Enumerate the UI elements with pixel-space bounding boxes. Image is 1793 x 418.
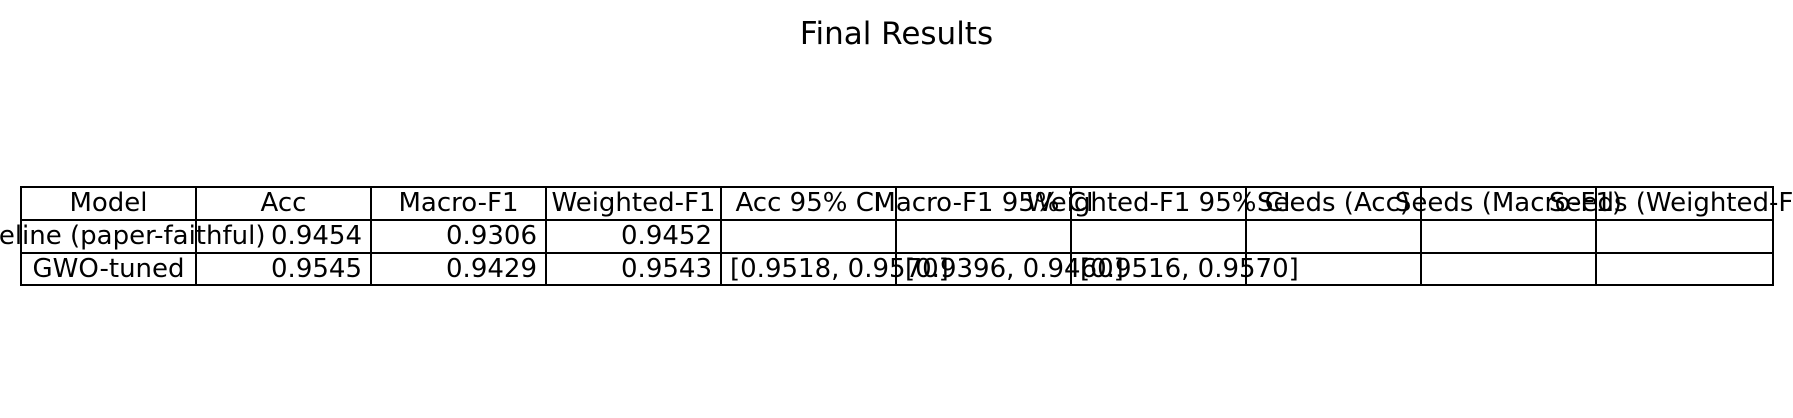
- chart-title: Final Results: [799, 16, 994, 52]
- cell-value: [0.9516, 0.9570]: [1080, 254, 1299, 284]
- cell-r1-col-weighted-f1: 0.9452: [547, 221, 722, 254]
- results-table: Model Acc Macro-F1 Weighted-F1 Acc 95% CI Mac…: [0, 186, 1793, 286]
- header-label: Weighted-F1 95% CI: [1026, 188, 1291, 218]
- cell-r1-col-weighted-f1-95-ci: [1072, 221, 1247, 254]
- header-label: Model: [69, 188, 148, 218]
- header-model: Model: [22, 188, 197, 221]
- header-acc-95-ci: Acc 95% CI: [722, 188, 897, 221]
- cell-r2-col-macro-f1-95-ci: [0.9396, 0.9460]: [897, 254, 1124, 284]
- cell-value: GWO-tuned: [32, 254, 185, 284]
- header-label: Seeds (Acc): [1256, 188, 1411, 218]
- cell-value: 0.9452: [621, 221, 712, 251]
- cell-value: 0.9429: [446, 254, 537, 284]
- cell-r1-col-acc-95-ci: [722, 221, 897, 254]
- cell-r1-col-seeds-acc: [1247, 221, 1422, 254]
- cell-value: 0.9306: [446, 221, 537, 251]
- cell-r2-col-seeds-weighted-f1: [1597, 254, 1772, 284]
- cell-r1-col-seeds-weighted-f1: [1597, 221, 1772, 254]
- header-label: Seeds (Weighted-F1): [1548, 188, 1793, 218]
- header-macro-f1-95-ci: Macro-F1 95% CI: [873, 188, 1094, 221]
- cell-value: 0.9543: [621, 254, 712, 284]
- header-weighted-f1: Weighted-F1: [547, 188, 722, 221]
- cell-r1-col-macro-f1: 0.9306: [372, 221, 547, 254]
- cell-r1-col-model: Baseline (paper-faithful): [0, 221, 265, 254]
- cell-r1-col-acc: 0.9454: [197, 221, 372, 254]
- cell-value: [0.9396, 0.9460]: [905, 254, 1124, 284]
- header-label: Acc 95% CI: [735, 188, 882, 218]
- header-seeds-macro-f1: Seeds (Macro-F1): [1395, 188, 1622, 221]
- header-label: Macro-F1 95% CI: [873, 188, 1094, 218]
- header-seeds-weighted-f1: Seeds (Weighted-F1): [1549, 188, 1793, 221]
- header-acc: Acc: [197, 188, 372, 221]
- header-seeds-acc: Seeds (Acc): [1247, 188, 1422, 221]
- header-weighted-f1-95-ci: Weighted-F1 95% CI: [1026, 188, 1291, 221]
- cell-r1-col-seeds-macro-f1: [1422, 221, 1597, 254]
- header-macro-f1: Macro-F1: [372, 188, 547, 221]
- cell-r2-col-model: GWO-tuned: [22, 254, 197, 284]
- cell-r2-col-macro-f1: 0.9429: [372, 254, 547, 284]
- cell-value: [0.9518, 0.9570]: [730, 254, 949, 284]
- cell-value: 0.9454: [271, 221, 362, 251]
- cell-r2-col-weighted-f1-95-ci: [0.9516, 0.9570]: [1072, 254, 1299, 284]
- cell-r2-col-acc: 0.9545: [197, 254, 372, 284]
- cell-r2-col-weighted-f1: 0.9543: [547, 254, 722, 284]
- cell-r1-col-macro-f1-95-ci: [897, 221, 1072, 254]
- cell-r2-col-seeds-acc: [1247, 254, 1422, 284]
- header-label: Macro-F1: [398, 188, 519, 218]
- cell-value: Baseline (paper-faithful): [0, 221, 266, 251]
- header-label: Seeds (Macro-F1): [1394, 188, 1623, 218]
- cell-r2-col-acc-95-ci: [0.9518, 0.9570]: [722, 254, 949, 284]
- cell-value: 0.9545: [271, 254, 362, 284]
- cell-r2-col-seeds-macro-f1: [1422, 254, 1597, 284]
- header-label: Weighted-F1: [551, 188, 716, 218]
- header-label: Acc: [260, 188, 307, 218]
